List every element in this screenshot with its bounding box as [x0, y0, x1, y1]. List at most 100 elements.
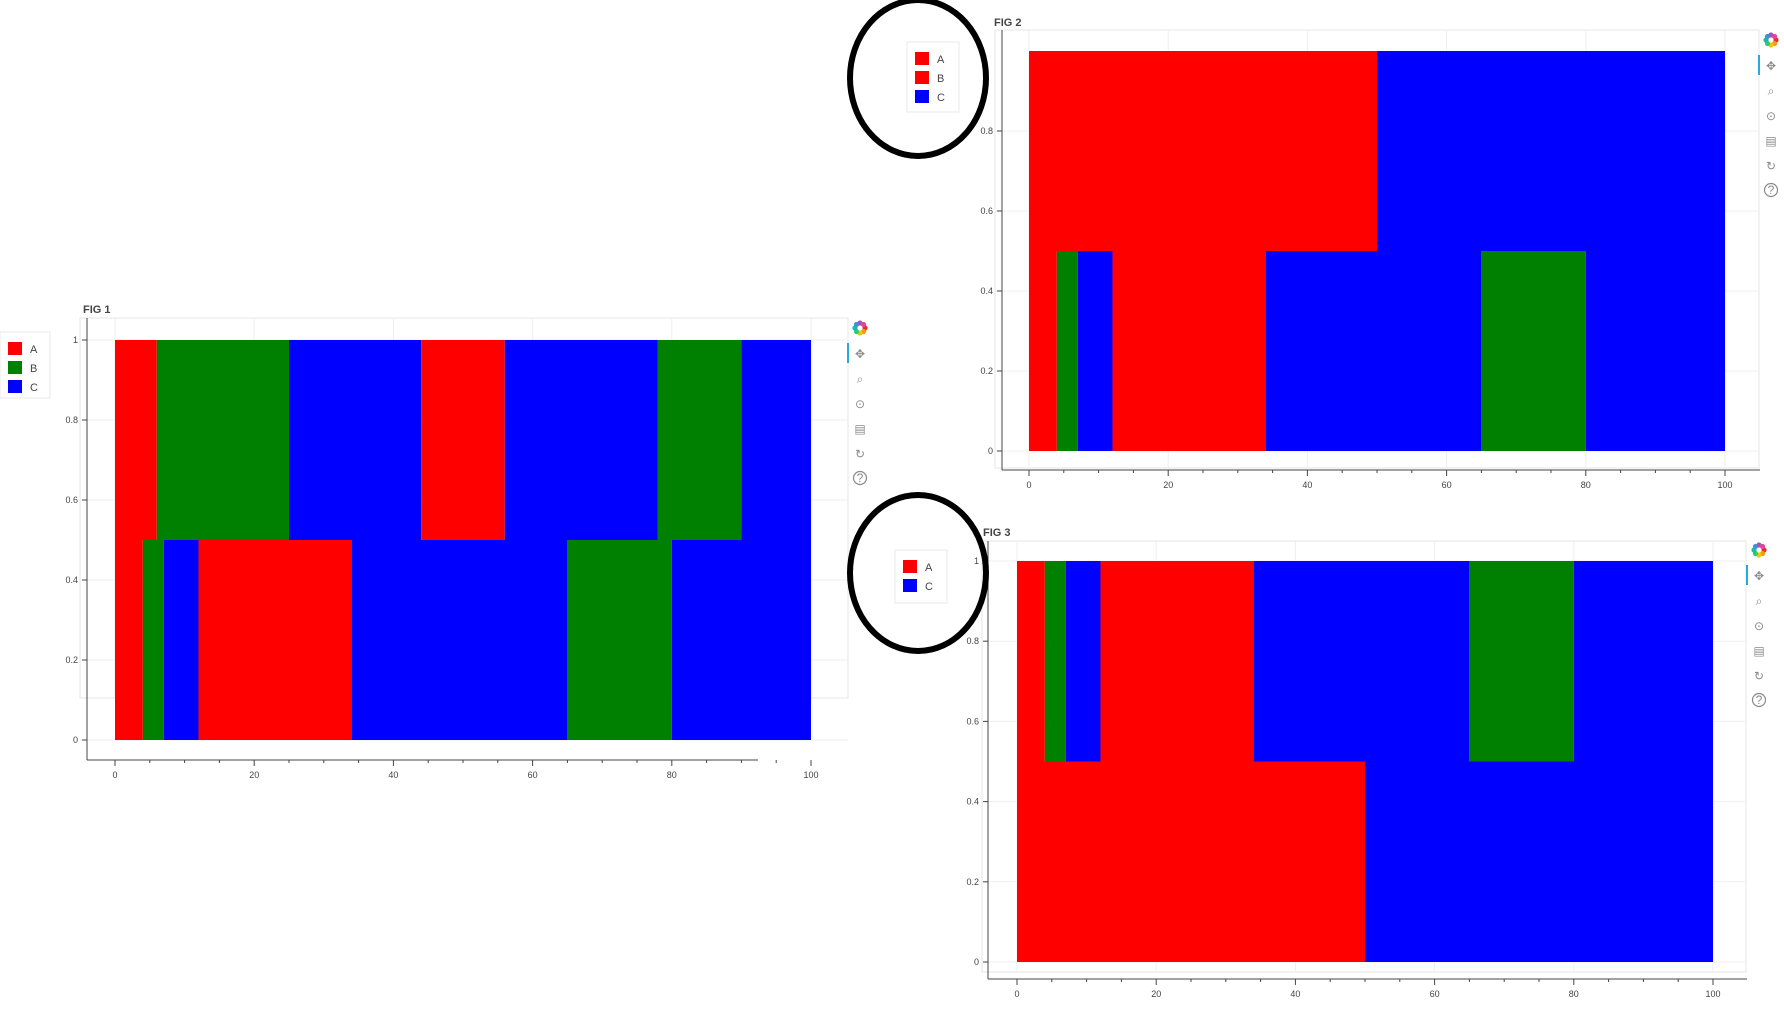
wheel-zoom-icon[interactable]: ⊙ — [855, 397, 865, 411]
bar-a — [1017, 561, 1045, 762]
legend-swatch-b — [915, 71, 929, 84]
pan-icon[interactable]: ✥ — [855, 347, 865, 361]
bar-a — [1029, 51, 1377, 251]
x-tick-label: 100 — [803, 770, 818, 780]
legend-label-a: A — [30, 344, 38, 356]
svg-text:?: ? — [857, 471, 864, 485]
chart-title: FIG 2 — [994, 17, 1022, 29]
legend-label-a: A — [925, 562, 933, 574]
y-tick-label: 0 — [988, 446, 993, 456]
bar-b — [156, 340, 289, 540]
annotation-circle — [847, 0, 989, 159]
legend-swatch-c — [915, 90, 929, 103]
bar-c — [671, 540, 811, 740]
x-tick-label: 40 — [1290, 989, 1300, 999]
legend-box — [0, 331, 51, 399]
legend-label-c: C — [30, 382, 38, 394]
bar-c — [1077, 251, 1113, 451]
legend-swatch-c — [903, 579, 917, 592]
bar-c — [504, 340, 658, 540]
y-tick-label: 0.4 — [980, 286, 993, 296]
toolbar: ✥ ⌕ ⊙ ▤ ↻? — [1758, 32, 1779, 198]
bar-b — [1481, 251, 1586, 451]
bar-a — [1100, 561, 1254, 762]
bar-a — [198, 540, 352, 740]
x-tick-label: 0 — [1026, 480, 1031, 490]
help-icon[interactable]: ? — [1751, 692, 1767, 708]
bokeh-logo-icon[interactable] — [1763, 32, 1779, 48]
x-tick-label: 20 — [1163, 480, 1173, 490]
legend-label-b: B — [30, 363, 37, 375]
bar-b — [1056, 251, 1078, 451]
bokeh-logo-icon[interactable] — [1751, 542, 1767, 558]
legend-label-b: B — [937, 73, 944, 85]
plot-frame — [981, 540, 1747, 973]
chart-title: FIG 3 — [983, 527, 1011, 539]
wheel-zoom-icon[interactable]: ⊙ — [1754, 619, 1764, 633]
reset-icon[interactable]: ↻ — [1754, 669, 1764, 683]
pan-icon[interactable]: ✥ — [1766, 59, 1776, 73]
wheel-zoom-icon[interactable]: ⊙ — [1766, 109, 1776, 123]
toolbar: ✥ ⌕ ⊙ ▤ ↻? — [1746, 542, 1767, 708]
y-tick-label: 0.2 — [65, 655, 78, 665]
box-zoom-icon[interactable]: ⌕ — [1768, 84, 1775, 98]
x-tick-label: 60 — [1430, 989, 1440, 999]
bar-a — [1112, 251, 1266, 451]
x-tick-label: 100 — [1717, 480, 1732, 490]
bar-c — [741, 340, 811, 540]
toolbar: ✥ ⌕ ⊙ ▤ ↻? — [847, 320, 868, 486]
bar-c — [163, 540, 199, 740]
reset-icon[interactable]: ↻ — [855, 447, 865, 461]
bar-c — [1573, 561, 1713, 762]
bokeh-logo-icon[interactable] — [852, 320, 868, 336]
legend: AC — [894, 549, 948, 604]
bar-a — [1017, 761, 1365, 962]
x-tick-label: 60 — [1442, 480, 1452, 490]
legend-swatch-c — [8, 380, 22, 393]
save-icon[interactable]: ▤ — [1753, 644, 1764, 658]
x-tick-label: 0 — [1014, 989, 1019, 999]
box-zoom-icon[interactable]: ⌕ — [1756, 594, 1763, 608]
y-tick-label: 0.8 — [980, 126, 993, 136]
legend-swatch-a — [8, 342, 22, 355]
x-tick-label: 40 — [1302, 480, 1312, 490]
svg-text:?: ? — [1768, 183, 1775, 197]
help-icon[interactable]: ? — [1763, 182, 1779, 198]
legend-swatch-a — [915, 52, 929, 65]
help-icon[interactable]: ? — [852, 470, 868, 486]
x-tick-label: 80 — [1581, 480, 1591, 490]
plot-frame — [994, 29, 1760, 469]
legend: ABC — [906, 41, 960, 113]
bar-a — [115, 340, 157, 540]
bar-c — [1265, 251, 1482, 451]
x-tick-label: 80 — [667, 770, 677, 780]
bar-a — [1029, 251, 1057, 451]
y-tick-label: 0.2 — [966, 877, 979, 887]
y-tick-label: 0.8 — [65, 415, 78, 425]
x-tick-label: 20 — [249, 770, 259, 780]
x-tick-label: 100 — [1705, 989, 1720, 999]
bar-a — [115, 540, 143, 740]
chart-fig-1: 0 0.2 0.4 0.6 0.8 1 0 20 40 60 80 100 FIG 1 ABC ✥ ⌕ ⊙ ▤ ↻? — [0, 304, 868, 780]
y-tick-label: 0.6 — [980, 206, 993, 216]
save-icon[interactable]: ▤ — [1765, 134, 1776, 148]
bar-c — [351, 540, 568, 740]
y-tick-label: 0.2 — [980, 366, 993, 376]
box-zoom-icon[interactable]: ⌕ — [857, 372, 864, 386]
bar-c — [1365, 761, 1713, 962]
bar-c — [289, 340, 422, 540]
svg-text:?: ? — [1756, 693, 1763, 707]
x-tick-label: 60 — [528, 770, 538, 780]
pan-icon[interactable]: ✥ — [1754, 569, 1764, 583]
reset-icon[interactable]: ↻ — [1766, 159, 1776, 173]
x-tick-label: 20 — [1151, 989, 1161, 999]
bar-b — [1044, 561, 1066, 762]
legend: ABC — [0, 331, 51, 399]
save-icon[interactable]: ▤ — [854, 422, 865, 436]
bar-b — [1469, 561, 1574, 762]
bar-b — [657, 340, 742, 540]
bar-b — [567, 540, 672, 740]
chart-fig-3: 0 0.2 0.4 0.6 0.8 1 0 20 40 60 80 100 FIG 3 AC ✥ ⌕ ⊙ ▤ ↻? — [894, 527, 1767, 999]
bar-a — [421, 340, 505, 540]
y-tick-label: 0 — [974, 957, 979, 967]
